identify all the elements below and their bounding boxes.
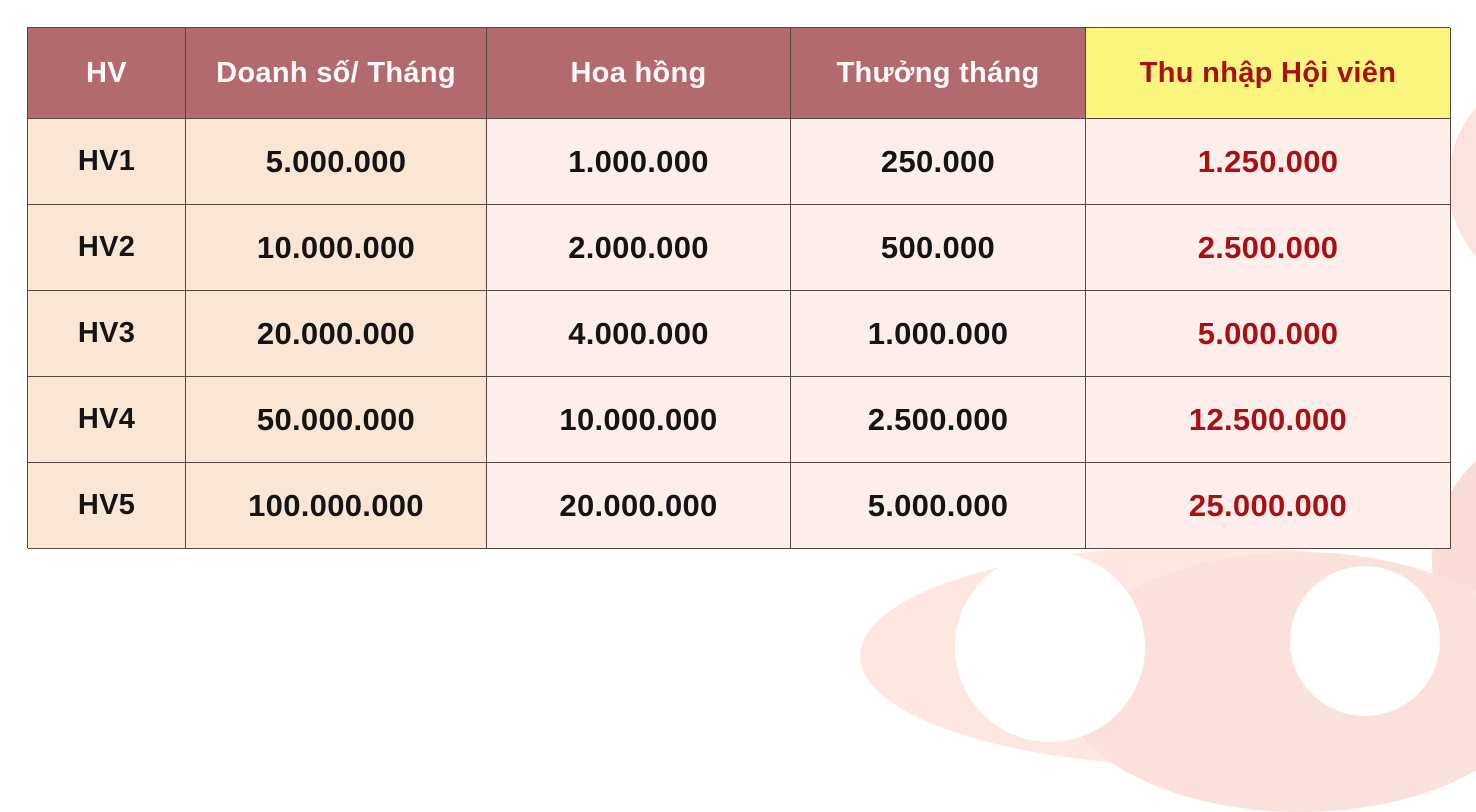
cell-hv3-level: HV3 [28, 291, 186, 377]
white-notch-decor [1290, 566, 1440, 716]
cell-hv3-thu-nhap: 5.000.000 [1086, 291, 1451, 377]
cell-hv5-thu-nhap: 25.000.000 [1086, 463, 1451, 549]
cell-hv1-doanh-so: 5.000.000 [186, 119, 487, 205]
cell-hv5-hoa-hong: 20.000.000 [487, 463, 791, 549]
header-cell-thu-nhap-highlighted: Thu nhập Hội viên [1086, 28, 1451, 119]
cell-hv4-doanh-so: 50.000.000 [186, 377, 487, 463]
header-cell-hv: HV [28, 28, 186, 119]
cell-hv5-thuong-thang: 5.000.000 [791, 463, 1086, 549]
cell-hv4-thuong-thang: 2.500.000 [791, 377, 1086, 463]
pink-blob-decor-right [1448, 62, 1476, 302]
header-cell-doanh-so: Doanh số/ Tháng [186, 28, 487, 119]
cell-hv2-hoa-hong: 2.000.000 [487, 205, 791, 291]
cell-hv5-doanh-so: 100.000.000 [186, 463, 487, 549]
cell-hv1-hoa-hong: 1.000.000 [487, 119, 791, 205]
header-cell-hoa-hong: Hoa hồng [487, 28, 791, 119]
header-cell-thuong-thang: Thưởng tháng [791, 28, 1086, 119]
cell-hv3-doanh-so: 20.000.000 [186, 291, 487, 377]
cell-hv1-thu-nhap: 1.250.000 [1086, 119, 1451, 205]
white-notch-decor [955, 552, 1145, 742]
cell-hv1-level: HV1 [28, 119, 186, 205]
cell-hv2-thu-nhap: 2.500.000 [1086, 205, 1451, 291]
cell-hv4-hoa-hong: 10.000.000 [487, 377, 791, 463]
income-table: HV Doanh số/ Tháng Hoa hồng Thưởng tháng… [27, 27, 1451, 549]
cell-hv2-doanh-so: 10.000.000 [186, 205, 487, 291]
cell-hv3-thuong-thang: 1.000.000 [791, 291, 1086, 377]
cell-hv4-thu-nhap: 12.500.000 [1086, 377, 1451, 463]
cell-hv2-level: HV2 [28, 205, 186, 291]
cell-hv5-level: HV5 [28, 463, 186, 549]
cell-hv3-hoa-hong: 4.000.000 [487, 291, 791, 377]
cell-hv4-level: HV4 [28, 377, 186, 463]
cell-hv2-thuong-thang: 500.000 [791, 205, 1086, 291]
cell-hv1-thuong-thang: 250.000 [791, 119, 1086, 205]
